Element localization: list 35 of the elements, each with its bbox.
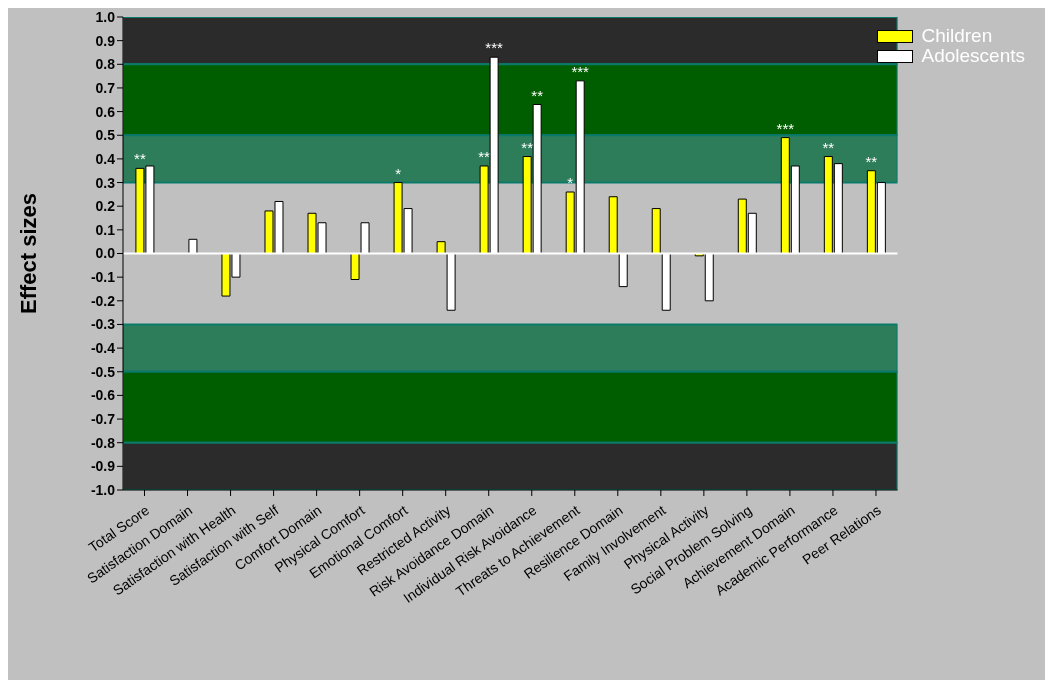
y-tick-label: 0.5 bbox=[95, 127, 116, 144]
y-tick-label: 0.3 bbox=[95, 174, 116, 191]
data-label: ** bbox=[531, 86, 544, 104]
data-label: * bbox=[567, 174, 574, 192]
data-label: ** bbox=[134, 150, 146, 168]
data-label: *** bbox=[485, 39, 504, 57]
y-tick-label: 0.6 bbox=[95, 103, 116, 120]
y-tick-label: 0.2 bbox=[95, 198, 116, 215]
y-tick-label: -1.0 bbox=[90, 481, 116, 498]
y-tick-label: -0.5 bbox=[90, 363, 116, 380]
data-label: *** bbox=[571, 62, 590, 80]
y-tick-label: 0.9 bbox=[95, 32, 116, 49]
y-tick-label: -0.4 bbox=[90, 340, 116, 357]
y-tick-label: -0.2 bbox=[90, 292, 116, 309]
y-tick-label: 0.8 bbox=[95, 56, 116, 73]
y-tick-label: -0.8 bbox=[90, 434, 116, 451]
y-tick-label: 1.0 bbox=[95, 8, 116, 25]
y-tick-label: -0.9 bbox=[90, 458, 116, 475]
legend-label: Adolescents bbox=[921, 45, 1025, 66]
y-tick-label: 0.0 bbox=[95, 245, 116, 262]
y-axis-title: Effect sizes bbox=[15, 192, 41, 315]
y-tick-label: -0.3 bbox=[90, 316, 116, 333]
data-label: *** bbox=[776, 119, 795, 137]
y-tick-label: 0.7 bbox=[95, 79, 116, 96]
y-tick-label: 0.1 bbox=[95, 221, 116, 238]
data-label: ** bbox=[521, 138, 534, 156]
data-label: ** bbox=[865, 152, 878, 170]
data-label: * bbox=[395, 164, 402, 182]
legend-label: Children bbox=[921, 25, 993, 46]
data-label: ** bbox=[478, 147, 491, 165]
y-tick-label: -0.1 bbox=[90, 269, 116, 286]
y-tick-label: -0.6 bbox=[90, 387, 116, 404]
y-tick-label: -0.7 bbox=[90, 411, 116, 428]
y-tick-label: 0.4 bbox=[95, 150, 116, 167]
data-label: ** bbox=[822, 138, 835, 156]
